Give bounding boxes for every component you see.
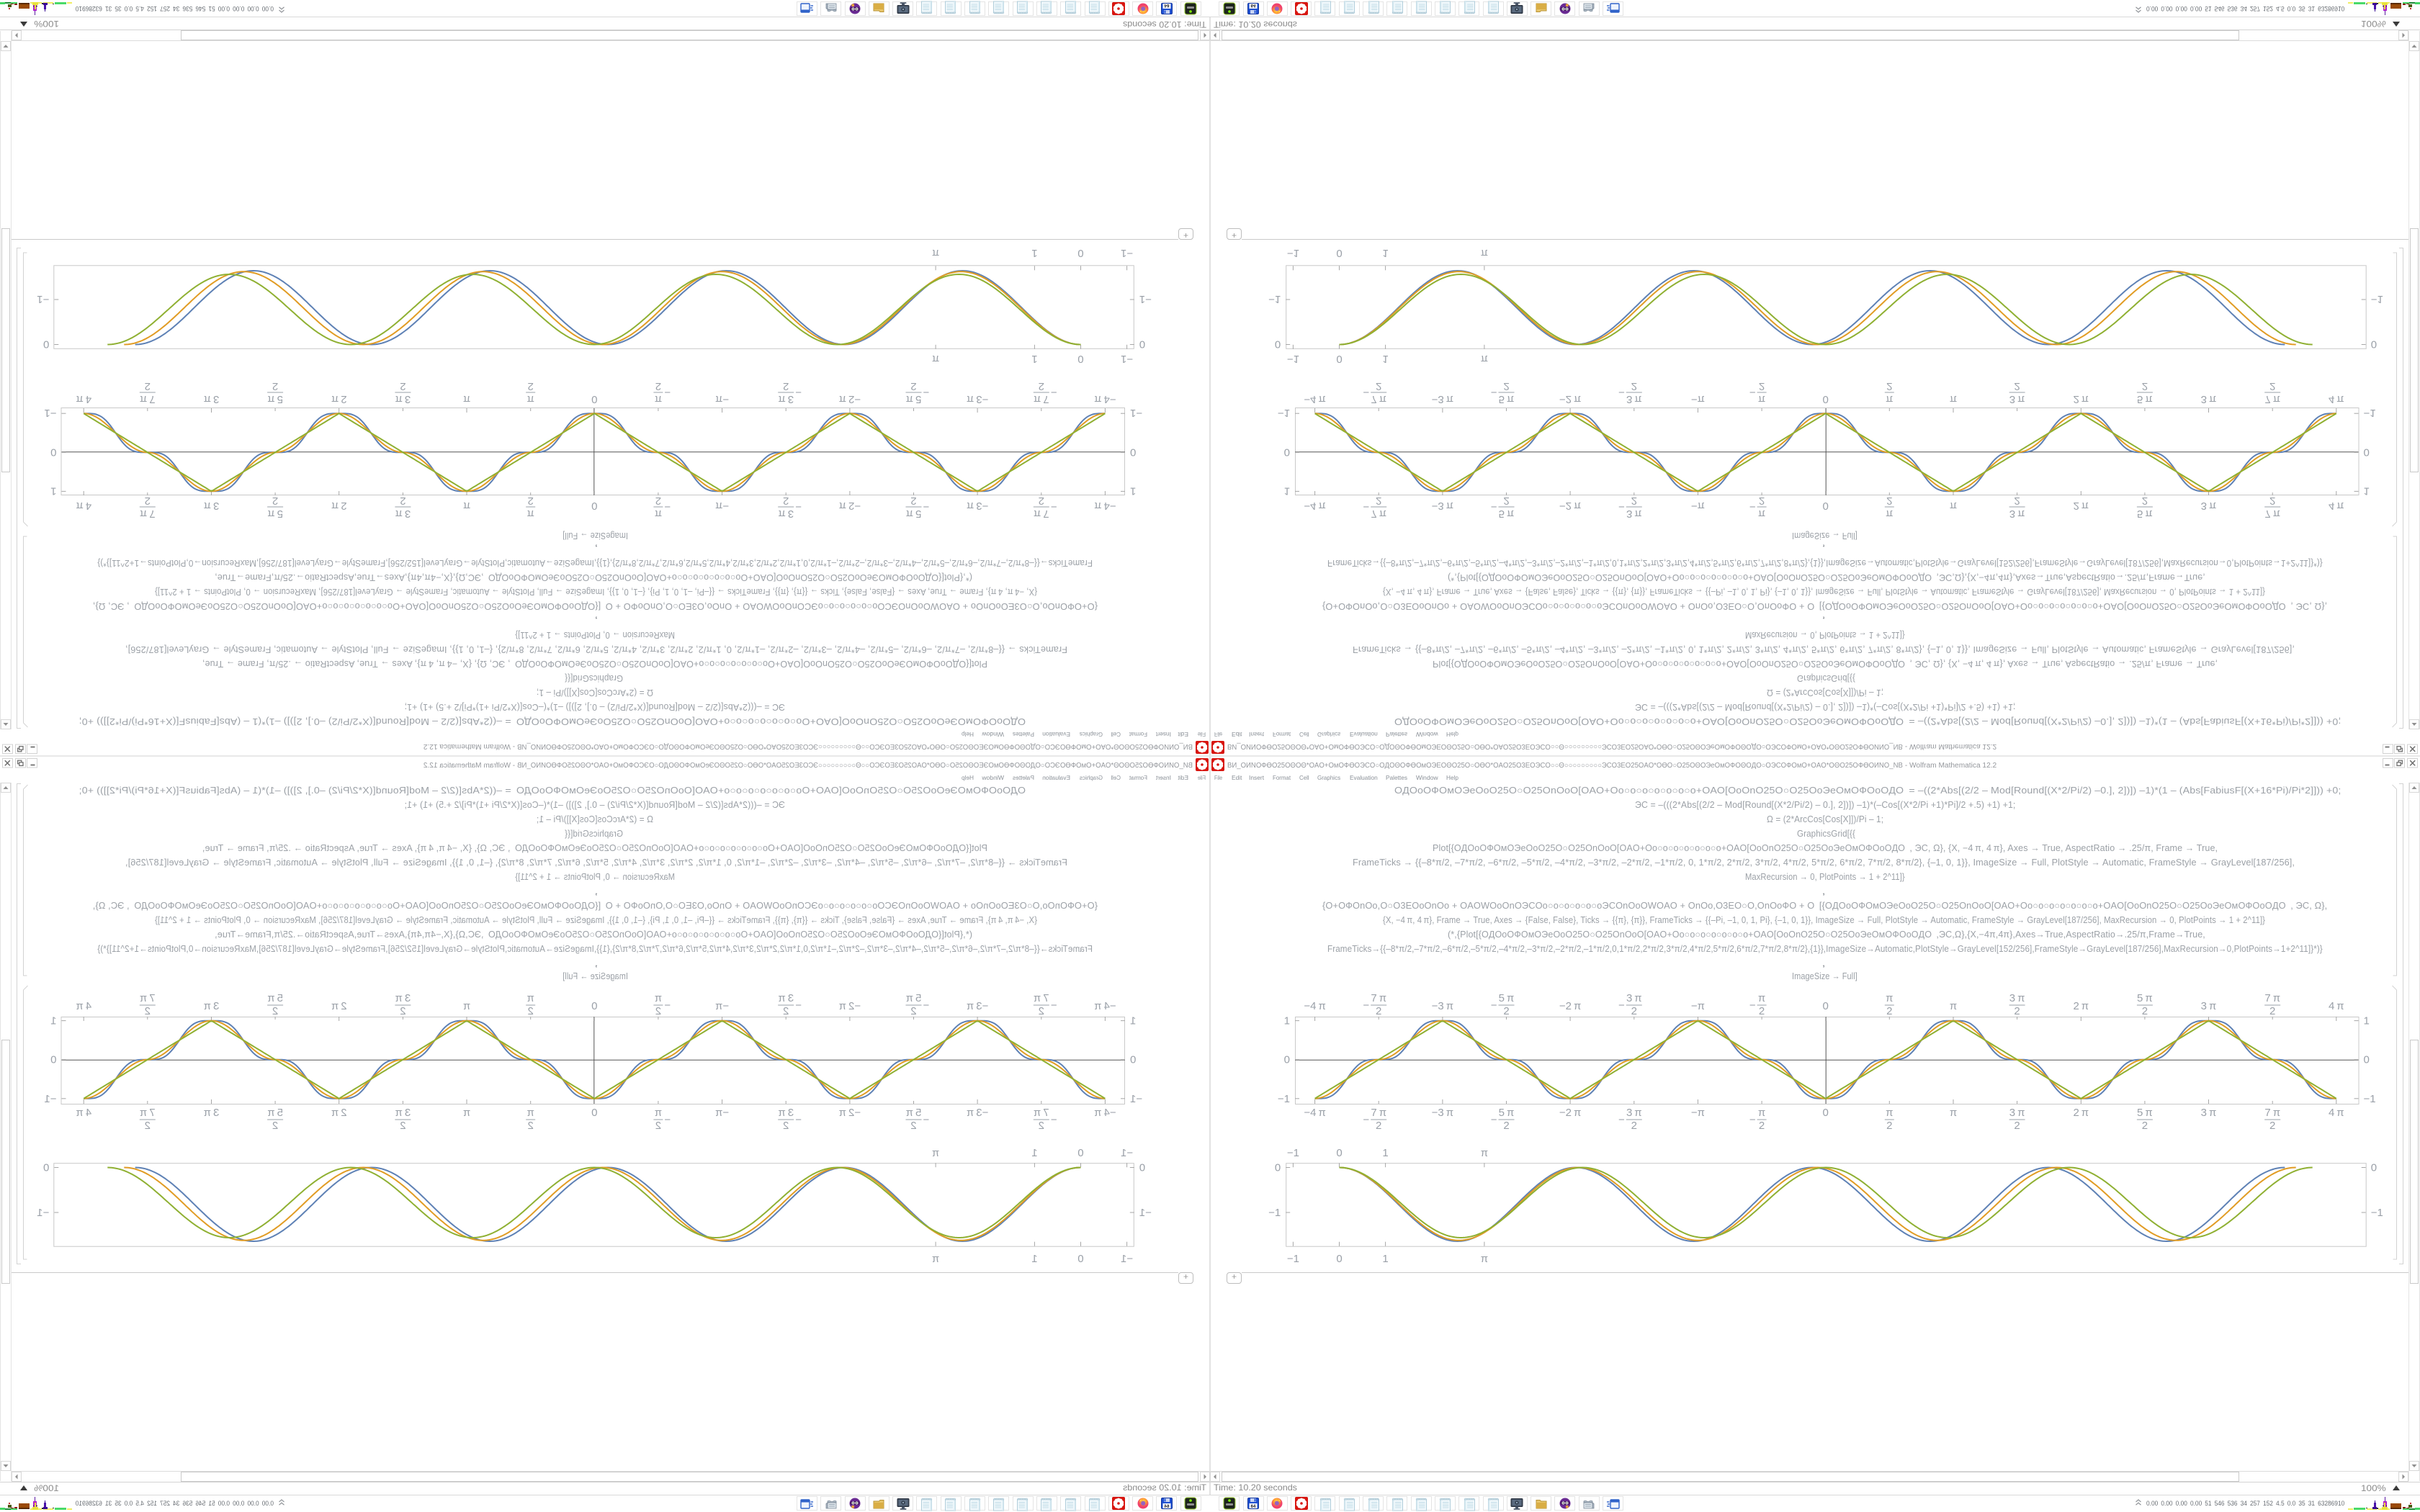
svg-text:64: 64 bbox=[1251, 1505, 1256, 1509]
svg-text:64: 64 bbox=[1251, 3, 1256, 7]
svg-text:64: 64 bbox=[1164, 1505, 1169, 1509]
svg-text:64: 64 bbox=[1164, 3, 1169, 7]
